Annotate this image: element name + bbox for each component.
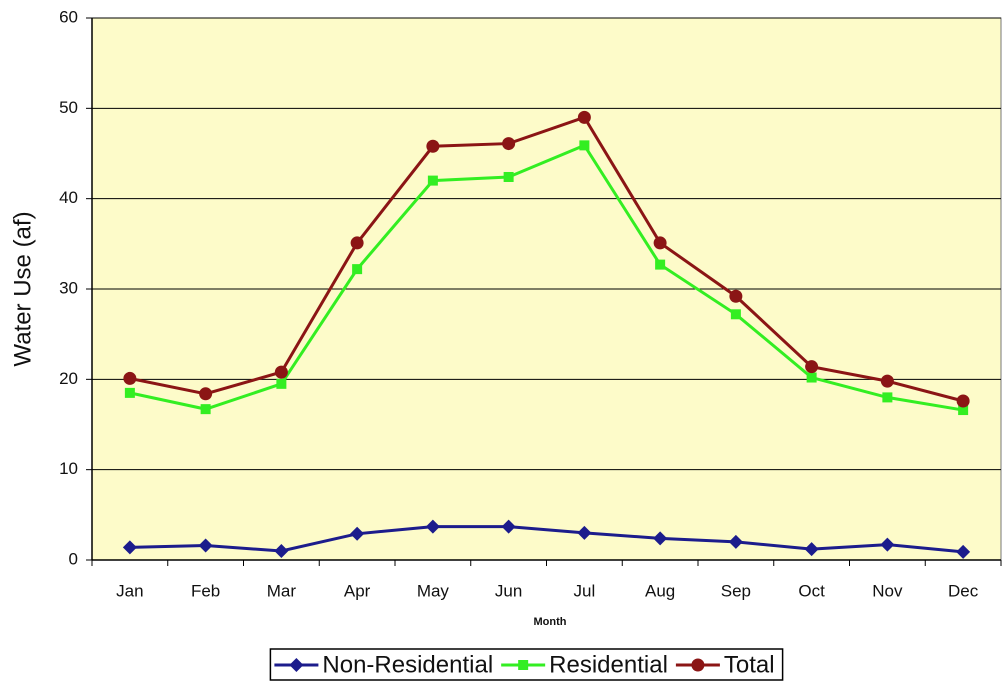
y-tick-label: 40 bbox=[59, 188, 78, 207]
marker bbox=[729, 289, 743, 303]
x-tick-label: Aug bbox=[645, 581, 675, 600]
x-tick-label: Jan bbox=[116, 581, 143, 600]
y-tick-label: 0 bbox=[69, 549, 78, 568]
marker bbox=[730, 309, 741, 320]
y-axis-title: Water Use (af) bbox=[9, 211, 36, 366]
marker bbox=[806, 372, 817, 383]
legend-label: Total bbox=[724, 651, 775, 678]
marker bbox=[503, 171, 514, 182]
marker bbox=[124, 387, 135, 398]
x-tick-label: Apr bbox=[344, 581, 371, 600]
marker bbox=[274, 543, 289, 558]
legend-label: Residential bbox=[549, 651, 668, 678]
marker bbox=[122, 540, 137, 555]
marker bbox=[350, 236, 364, 250]
marker bbox=[728, 534, 743, 549]
y-tick-label: 60 bbox=[59, 7, 78, 26]
x-tick-label: Mar bbox=[267, 581, 297, 600]
marker bbox=[518, 660, 529, 670]
y-tick-label: 30 bbox=[59, 278, 78, 297]
y-tick-label: 10 bbox=[59, 459, 78, 478]
y-tick-label: 50 bbox=[59, 98, 78, 117]
x-tick-label: Oct bbox=[798, 581, 825, 600]
marker bbox=[655, 259, 666, 270]
marker bbox=[123, 371, 137, 385]
marker bbox=[502, 137, 516, 151]
x-tick-label: May bbox=[417, 581, 450, 600]
x-axis-title: Month bbox=[534, 616, 567, 628]
marker bbox=[958, 405, 969, 416]
marker bbox=[198, 538, 213, 553]
marker bbox=[579, 140, 590, 151]
marker bbox=[426, 139, 440, 153]
marker bbox=[289, 658, 304, 672]
marker bbox=[956, 544, 971, 559]
legend: Non-Residential Residential Total bbox=[269, 648, 784, 681]
y-tick-label: 20 bbox=[59, 369, 78, 388]
marker bbox=[577, 525, 592, 540]
legend-item: Non-Residential bbox=[274, 651, 493, 678]
marker bbox=[653, 531, 668, 546]
marker bbox=[200, 404, 211, 415]
legend-item: Residential bbox=[501, 651, 668, 678]
marker bbox=[956, 394, 970, 408]
marker bbox=[805, 360, 819, 374]
marker bbox=[577, 110, 591, 124]
legend-label: Non-Residential bbox=[322, 651, 493, 678]
x-tick-label: Nov bbox=[872, 581, 903, 600]
x-tick-label: Jun bbox=[495, 581, 522, 600]
x-tick-label: Dec bbox=[948, 581, 979, 600]
legend-item: Total bbox=[675, 651, 775, 678]
marker bbox=[691, 658, 705, 672]
marker bbox=[653, 236, 667, 250]
marker bbox=[880, 374, 894, 388]
x-tick-label: Sep bbox=[721, 581, 751, 600]
marker bbox=[882, 392, 893, 403]
x-tick-label: Jul bbox=[574, 581, 596, 600]
x-tick-label: Feb bbox=[191, 581, 220, 600]
marker bbox=[274, 365, 288, 379]
marker bbox=[352, 264, 363, 275]
series-line bbox=[129, 143, 964, 412]
marker bbox=[199, 387, 213, 401]
marker bbox=[350, 526, 365, 541]
series-line bbox=[129, 115, 964, 403]
marker bbox=[880, 537, 895, 552]
marker bbox=[276, 378, 287, 389]
marker bbox=[804, 542, 819, 557]
marker bbox=[501, 519, 516, 534]
series-line bbox=[129, 525, 964, 554]
marker bbox=[425, 519, 440, 534]
marker bbox=[427, 175, 438, 186]
